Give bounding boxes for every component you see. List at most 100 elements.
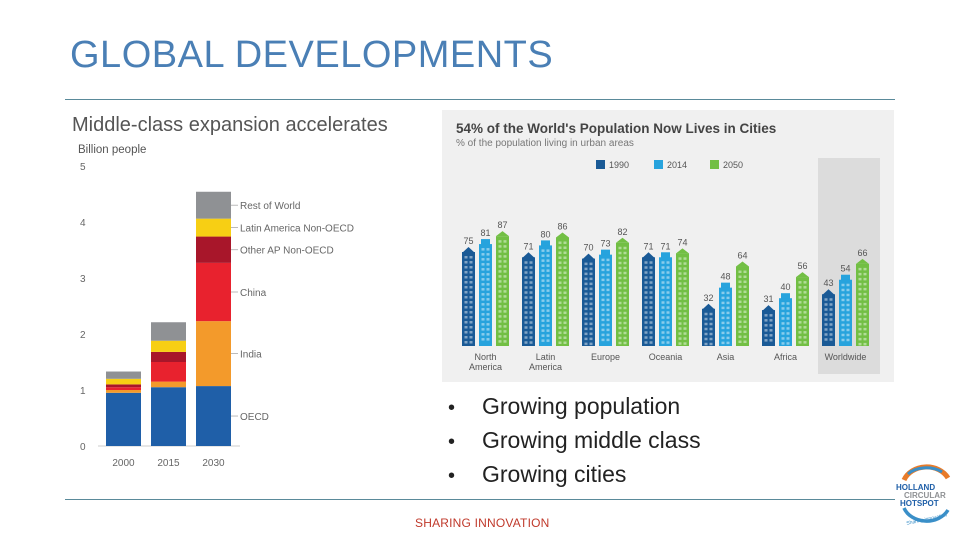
building-window <box>644 291 648 294</box>
category-label: Worldwide <box>825 352 867 362</box>
building-window <box>589 302 593 306</box>
building-window <box>781 327 785 330</box>
building-window <box>601 273 605 277</box>
building-window <box>781 307 785 310</box>
building-window <box>678 312 682 315</box>
building-window <box>764 324 768 327</box>
building-window <box>546 259 550 262</box>
building-window <box>524 321 528 324</box>
building-window <box>503 270 507 273</box>
building-window <box>589 327 593 331</box>
building-window <box>524 296 528 299</box>
bar-segment <box>151 351 186 362</box>
building-window <box>649 261 653 264</box>
building-window <box>721 296 725 300</box>
building-window <box>546 299 550 302</box>
building-2050 <box>496 231 509 346</box>
building-window <box>546 304 550 307</box>
building-window <box>503 305 507 308</box>
building-window <box>503 245 507 248</box>
building-window <box>606 278 610 282</box>
building-window <box>524 306 528 309</box>
building-window <box>498 245 502 248</box>
building-window <box>486 318 490 321</box>
building-window <box>649 291 653 294</box>
building-window <box>541 324 545 327</box>
building-window <box>846 323 850 327</box>
bullet-item: Growing middle class <box>448 426 701 460</box>
building-window <box>464 271 468 274</box>
building-window <box>824 338 828 341</box>
bar-segment <box>106 371 141 379</box>
building-window <box>623 261 627 265</box>
building-window <box>541 319 545 322</box>
building-window <box>529 271 533 274</box>
building-window <box>606 323 610 327</box>
building-window <box>546 249 550 252</box>
building-window <box>541 279 545 282</box>
building-window <box>584 312 588 316</box>
building-window <box>704 342 708 346</box>
building-window <box>498 250 502 253</box>
building-window <box>743 325 747 329</box>
building-window <box>786 342 790 345</box>
building-window <box>546 339 550 342</box>
building-window <box>558 246 562 249</box>
logo-arc-inner <box>906 466 943 476</box>
building-window <box>678 307 682 310</box>
building-window <box>644 326 648 329</box>
building-window <box>546 284 550 287</box>
bar-segment <box>151 362 186 382</box>
building-window <box>589 342 593 346</box>
building-window <box>584 342 588 346</box>
building-window <box>546 279 550 282</box>
building-window <box>721 336 725 340</box>
building-window <box>524 341 528 344</box>
building-2050 <box>556 232 569 346</box>
building-window <box>786 317 790 320</box>
building-window <box>589 292 593 296</box>
building-window <box>623 276 627 280</box>
logo-line1: HOLLAND <box>896 483 935 492</box>
building-window <box>618 281 622 285</box>
building-window <box>704 312 708 316</box>
building-window <box>606 318 610 322</box>
building-window <box>618 316 622 320</box>
building-window <box>524 271 528 274</box>
building-window <box>678 327 682 330</box>
building-window <box>666 316 670 319</box>
building-window <box>503 265 507 268</box>
building-window <box>666 301 670 304</box>
building-window <box>644 301 648 304</box>
building-window <box>601 298 605 302</box>
building-window <box>606 303 610 307</box>
value-label: 74 <box>677 237 687 247</box>
building-window <box>786 302 790 305</box>
building-window <box>546 264 550 267</box>
building-window <box>726 321 730 325</box>
building-window <box>601 283 605 287</box>
building-window <box>743 310 747 314</box>
building-window <box>769 314 773 317</box>
building-window <box>841 328 845 332</box>
building-window <box>469 281 473 284</box>
building-window <box>678 262 682 265</box>
building-window <box>678 277 682 280</box>
building-window <box>798 311 802 314</box>
building-window <box>563 281 567 284</box>
building-window <box>529 281 533 284</box>
building-window <box>683 337 687 340</box>
building-window <box>738 320 742 324</box>
building-window <box>721 321 725 325</box>
value-label: 48 <box>720 272 730 282</box>
building-window <box>563 271 567 274</box>
building-window <box>683 307 687 310</box>
building-window <box>601 313 605 317</box>
building-window <box>738 270 742 274</box>
value-label: 40 <box>780 282 790 292</box>
building-window <box>584 337 588 341</box>
building-window <box>486 323 490 326</box>
building-window <box>803 291 807 294</box>
logo-line2: CIRCULAR <box>904 491 946 500</box>
building-window <box>618 331 622 335</box>
